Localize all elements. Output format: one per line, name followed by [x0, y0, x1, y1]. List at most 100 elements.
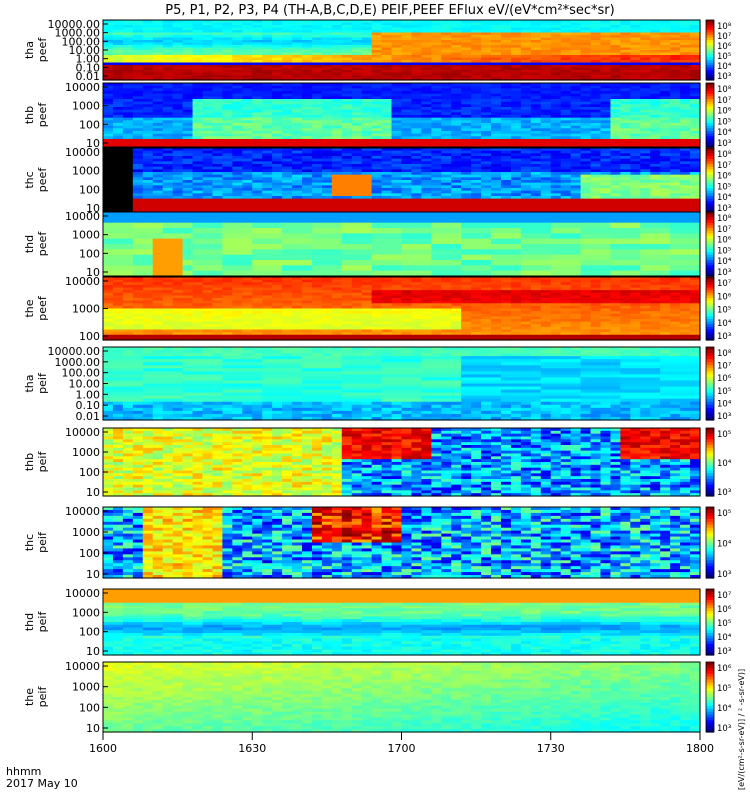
- heatmap-cell: [570, 65, 582, 69]
- heatmap-cell: [491, 27, 502, 31]
- heatmap-cell: [451, 30, 462, 34]
- heatmap-cell: [590, 85, 602, 89]
- heatmap-cell: [222, 150, 233, 154]
- heatmap-cell: [272, 107, 283, 111]
- heatmap-cell: [590, 91, 602, 95]
- heatmap-cell: [242, 204, 253, 208]
- heatmap-cell: [132, 42, 144, 46]
- heatmap-cell: [401, 204, 413, 208]
- heatmap-cell: [103, 83, 114, 87]
- heatmap-cell: [471, 196, 482, 200]
- heatmap-cell: [451, 70, 462, 74]
- heatmap-cell: [232, 136, 243, 140]
- heatmap-cell: [501, 209, 512, 213]
- heatmap-cell: [222, 117, 233, 121]
- heatmap-cell: [222, 107, 233, 111]
- heatmap-cell: [401, 32, 413, 36]
- heatmap-cell: [391, 166, 403, 170]
- heatmap-cell: [232, 109, 243, 113]
- heatmap-cell: [282, 254, 293, 258]
- heatmap-cell: [530, 40, 542, 44]
- heatmap-cell: [302, 32, 313, 36]
- heatmap-cell: [650, 57, 661, 61]
- heatmap-cell: [610, 166, 621, 170]
- heatmap-cell: [272, 67, 283, 71]
- heatmap-cell: [600, 37, 612, 41]
- heatmap-cell: [411, 139, 422, 143]
- heatmap-cell: [112, 101, 124, 105]
- heatmap-cell: [262, 40, 273, 44]
- heatmap-cell: [570, 30, 582, 34]
- heatmap-cell: [660, 148, 671, 152]
- heatmap-cell: [172, 93, 184, 97]
- heatmap-cell: [491, 182, 502, 186]
- heatmap-cell: [650, 193, 661, 197]
- heatmap-cell: [371, 20, 383, 24]
- heatmap-cell: [690, 206, 701, 210]
- heatmap-cell: [152, 222, 164, 226]
- heatmap-cell: [282, 131, 293, 135]
- heatmap-cell: [510, 45, 522, 49]
- heatmap-cell: [690, 104, 701, 108]
- heatmap-cell: [222, 177, 233, 181]
- colorbar-segment: [706, 139, 714, 143]
- heatmap-cell: [202, 233, 214, 237]
- heatmap-cell: [411, 57, 422, 61]
- heatmap-cell: [232, 233, 243, 237]
- heatmap-cell: [132, 174, 144, 178]
- heatmap-cell: [550, 177, 562, 181]
- heatmap-cell: [103, 228, 114, 232]
- heatmap-cell: [491, 206, 502, 210]
- heatmap-cell: [381, 60, 393, 64]
- heatmap-cell: [361, 88, 373, 92]
- heatmap-cell: [122, 209, 134, 213]
- heatmap-cell: [491, 75, 502, 79]
- heatmap-cell: [182, 133, 194, 137]
- heatmap-cell: [690, 164, 701, 168]
- heatmap-cell: [361, 123, 373, 127]
- heatmap-cell: [122, 107, 134, 111]
- colorbar-frame: [705, 19, 715, 81]
- heatmap-cell: [152, 230, 164, 234]
- heatmap-cell: [212, 101, 223, 105]
- heatmap-cell: [670, 52, 681, 56]
- heatmap-cell: [182, 91, 194, 95]
- heatmap-cell: [371, 148, 383, 152]
- heatmap-cell: [421, 182, 432, 186]
- heatmap-cell: [152, 20, 164, 24]
- heatmap-cell: [600, 139, 612, 143]
- heatmap-cell: [491, 67, 502, 71]
- heatmap-cell: [491, 88, 502, 92]
- heatmap-cell: [182, 169, 194, 173]
- heatmap-cell: [222, 91, 233, 95]
- heatmap-cell: [600, 25, 612, 29]
- heatmap-cell: [630, 52, 641, 56]
- heatmap-cell: [142, 52, 154, 56]
- heatmap-cell: [172, 204, 184, 208]
- heatmap-cell: [690, 40, 701, 44]
- heatmap-cell: [461, 150, 472, 154]
- heatmap-cell: [510, 62, 522, 66]
- heatmap-cell: [690, 185, 701, 189]
- heatmap-cell: [162, 217, 174, 221]
- heatmap-cell: [172, 109, 184, 113]
- heatmap-cell: [381, 188, 393, 192]
- heatmap-cell: [550, 196, 562, 200]
- heatmap-cell: [122, 161, 134, 165]
- heatmap-cell: [232, 236, 243, 240]
- heatmap-cell: [182, 193, 194, 197]
- colorbar-segment: [706, 150, 714, 154]
- heatmap-cell: [272, 109, 283, 113]
- heatmap-cell: [341, 57, 353, 61]
- heatmap-cell: [182, 139, 194, 143]
- heatmap-cell: [311, 35, 323, 39]
- heatmap-cell: [471, 96, 482, 100]
- heatmap-cell: [471, 209, 482, 213]
- heatmap-cell: [391, 91, 403, 95]
- heatmap-cell: [580, 115, 592, 119]
- heatmap-cell: [182, 42, 194, 46]
- heatmap-cell: [282, 70, 293, 74]
- heatmap-cell: [560, 177, 572, 181]
- heatmap-cell: [660, 47, 671, 51]
- heatmap-cell: [381, 204, 393, 208]
